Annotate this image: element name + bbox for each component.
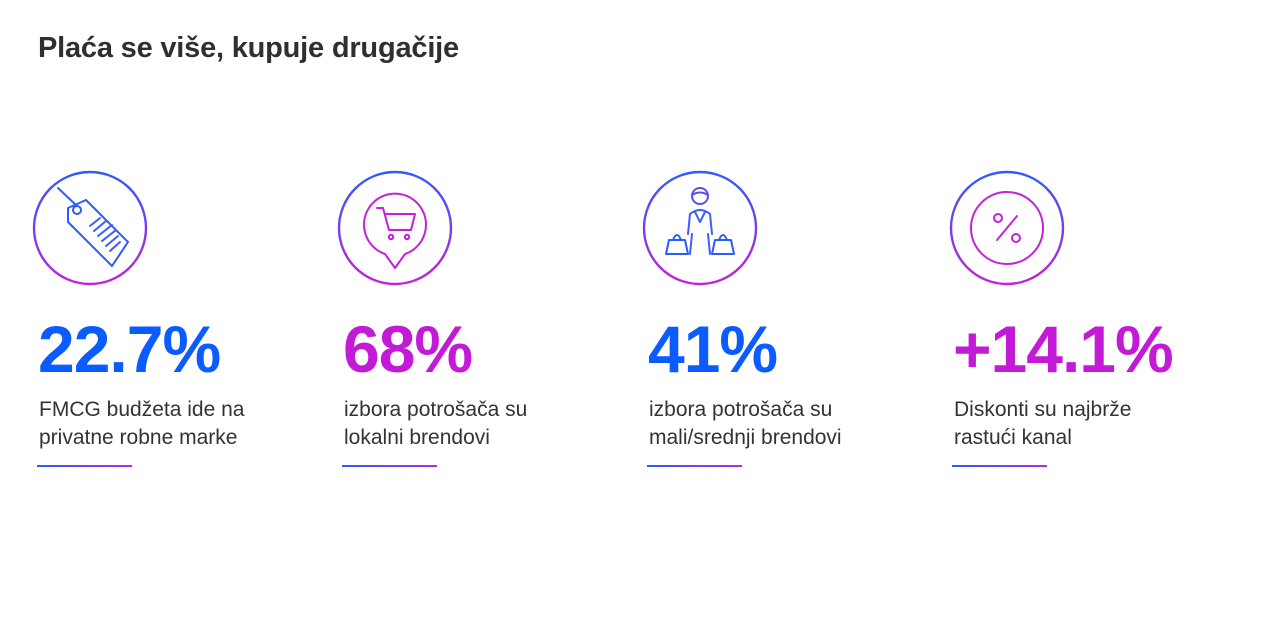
stat-description: izbora potrošača su mali/srednji brendov…	[649, 396, 842, 452]
stat-underline	[952, 465, 1047, 467]
stat-underline	[647, 465, 742, 467]
stat-description-line: Diskonti su najbrže	[954, 398, 1132, 421]
stat-description: FMCG budžeta ide na privatne robne marke	[39, 396, 244, 452]
stat-description-line: izbora potrošača su	[649, 398, 833, 421]
stat-value: 41%	[648, 312, 778, 386]
stat-value: +14.1%	[953, 312, 1174, 386]
price-tag-icon	[30, 170, 150, 290]
stat-description-line: mali/srednji brendovi	[649, 426, 842, 449]
stat-description-line: privatne robne marke	[39, 426, 238, 449]
stat-value: 68%	[343, 312, 473, 386]
stat-underline	[342, 465, 437, 467]
stat-value: 22.7%	[38, 312, 221, 386]
shopping-cart-pin-icon	[335, 170, 455, 290]
shopper-with-bags-icon	[640, 170, 760, 290]
stat-underline	[37, 465, 132, 467]
stat-description-line: rastući kanal	[954, 426, 1072, 449]
page-title: Plaća se više, kupuje drugačije	[38, 32, 459, 64]
stat-description-line: lokalni brendovi	[344, 426, 490, 449]
percent-icon	[947, 170, 1067, 290]
stat-description: izbora potrošača su lokalni brendovi	[344, 396, 527, 452]
stat-description: Diskonti su najbrže rastući kanal	[954, 396, 1131, 452]
stat-description-line: izbora potrošača su	[344, 398, 528, 421]
stat-description-line: FMCG budžeta ide na	[39, 398, 245, 421]
